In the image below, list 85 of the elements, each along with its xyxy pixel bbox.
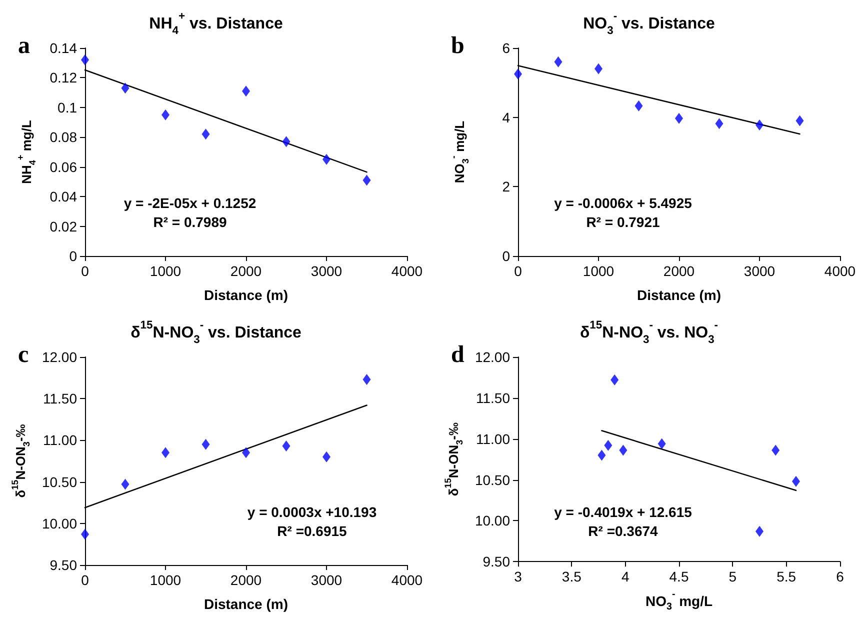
y-tick-label: 11.50: [43, 390, 78, 407]
y-tick-label: 9.50: [50, 557, 78, 573]
annotation: y = 0.0003x +10.193: [247, 504, 377, 520]
y-tick-label: 10.50: [474, 472, 510, 488]
point: [202, 438, 210, 450]
point: [202, 128, 210, 140]
y-axis-title: δ15N-ON3-‰: [10, 424, 32, 498]
annotation: y = -0.0006x + 5.4925: [554, 195, 692, 211]
y-tick-label: 11.50: [476, 390, 510, 406]
x-tick-label: 3: [514, 568, 522, 585]
text: c: [18, 342, 29, 368]
x-tick-label: 0: [81, 572, 90, 588]
y-tick-label: 0.04: [50, 188, 78, 205]
point: [619, 444, 628, 456]
x-tick-label: 4: [621, 568, 630, 585]
text: d: [451, 342, 465, 368]
y-tick-label: 0: [69, 248, 78, 264]
y-axis-title: δ15N-ON3-‰: [442, 422, 465, 496]
annotation: R² = 0.7921: [586, 214, 660, 230]
point: [554, 56, 562, 68]
y-tick-label: 0.06: [50, 158, 78, 175]
annotation: R² =0.6915: [277, 523, 348, 539]
annotation: R² =0.3674: [588, 523, 658, 539]
x-axis-title: Distance (m): [204, 287, 288, 304]
y-tick-label: 9.50: [482, 554, 510, 570]
y-tick-label: 10.00: [42, 515, 78, 532]
x-axis-title: Distance (m): [204, 596, 288, 612]
x-tick-label: 3000: [310, 572, 342, 588]
y-tick-label: 2: [502, 178, 510, 195]
point: [604, 440, 612, 451]
x-tick-label: 1000: [150, 572, 182, 588]
y-tick-label: 0.02: [50, 218, 78, 234]
x-tick-label: 2000: [663, 263, 695, 279]
y-tick-label: 0.12: [50, 70, 78, 86]
x-tick-label: 6: [836, 568, 844, 585]
point: [658, 438, 666, 450]
x-tick-label: 4000: [824, 263, 856, 279]
y-tick-label: 0.08: [50, 129, 78, 146]
point: [634, 100, 643, 112]
point: [715, 118, 724, 130]
text: b: [451, 33, 464, 59]
point: [772, 444, 780, 456]
y-tick-label: 11.00: [43, 432, 78, 448]
x-tick-label: 3.5: [562, 568, 582, 585]
y-tick-label: 10.00: [474, 512, 510, 529]
point: [362, 174, 371, 186]
x-tick-label: 4.5: [669, 568, 689, 585]
point: [121, 82, 130, 94]
point: [610, 374, 619, 386]
x-tick-label: 0: [514, 263, 522, 279]
x-tick-label: 2000: [230, 263, 262, 279]
point: [282, 440, 290, 452]
x-tick-label: 0: [81, 263, 90, 279]
point: [121, 478, 130, 490]
y-tick-label: 10.50: [42, 474, 78, 490]
x-tick-label: 1000: [582, 263, 614, 279]
annotation: R² = 0.7989: [153, 214, 227, 230]
y-tick-label: 0: [502, 248, 510, 264]
x-tick-label: 1000: [150, 263, 182, 279]
point: [792, 476, 800, 487]
y-tick-label: 0.1: [58, 99, 78, 116]
text: a: [18, 33, 30, 59]
x-tick-label: 3000: [744, 263, 776, 279]
y-tick-label: 12.00: [42, 349, 78, 365]
point: [362, 374, 371, 385]
y-tick-label: 11.00: [476, 430, 510, 447]
annotation: y = -2E-05x + 0.1252: [124, 195, 256, 211]
point: [796, 115, 804, 126]
y-tick-label: 4: [502, 109, 510, 126]
annotation: y = -0.4019x + 12.615: [554, 504, 692, 520]
x-axis-title: Distance (m): [636, 287, 722, 304]
x-tick-label: 3000: [310, 263, 342, 279]
y-axis-title: NO3- mg/L: [448, 120, 470, 184]
x-tick-label: 4000: [391, 263, 423, 279]
y-tick-label: 0.14: [50, 40, 78, 56]
x-tick-label: 5.5: [776, 568, 796, 585]
y-axis-title: NH4+ mg/L: [16, 120, 38, 184]
x-tick-label: 4000: [391, 572, 423, 588]
y-tick-label: 12.00: [474, 349, 510, 365]
x-tick-label: 5: [728, 568, 737, 585]
point: [598, 450, 606, 461]
point: [282, 136, 290, 148]
y-tick-label: 6: [502, 40, 510, 56]
point: [514, 68, 522, 80]
x-tick-label: 2000: [230, 572, 262, 588]
